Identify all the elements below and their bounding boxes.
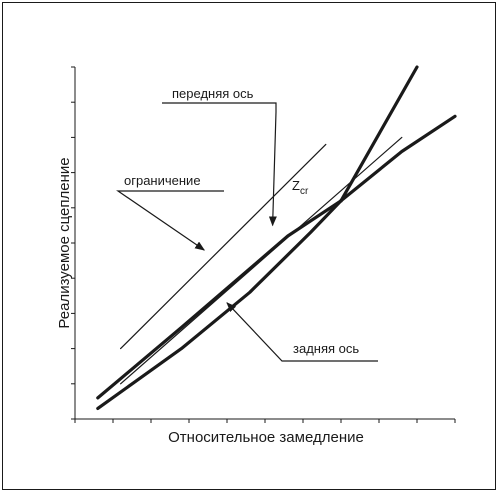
chart-frame	[2, 2, 496, 490]
annotation-limit: ограничение	[124, 173, 201, 188]
critical-point-letter: Z	[292, 178, 300, 193]
critical-point-subscript: cr	[300, 186, 309, 197]
series-line-rear	[96, 65, 419, 410]
series-group	[96, 65, 457, 410]
series-line-front	[96, 114, 457, 400]
annotation-front-axle: передняя ось	[172, 86, 254, 101]
series-line-ideal	[119, 136, 403, 385]
y-axis-label: Реализуемое сцепление	[56, 157, 73, 328]
annotation-rear-axle: задняя ось	[293, 341, 359, 356]
callout-rear-axle	[226, 302, 378, 362]
callout-lines	[116, 102, 378, 362]
callout-front-axle	[162, 102, 277, 227]
axes	[74, 67, 455, 420]
x-axis-label: Относительное замедление	[168, 429, 364, 446]
series-line-limit	[119, 143, 327, 350]
annotation-critical-point: Zcr	[292, 178, 309, 197]
axis-ticks	[71, 66, 456, 423]
critical-point-marker	[339, 198, 343, 203]
callout-limit	[116, 190, 224, 251]
